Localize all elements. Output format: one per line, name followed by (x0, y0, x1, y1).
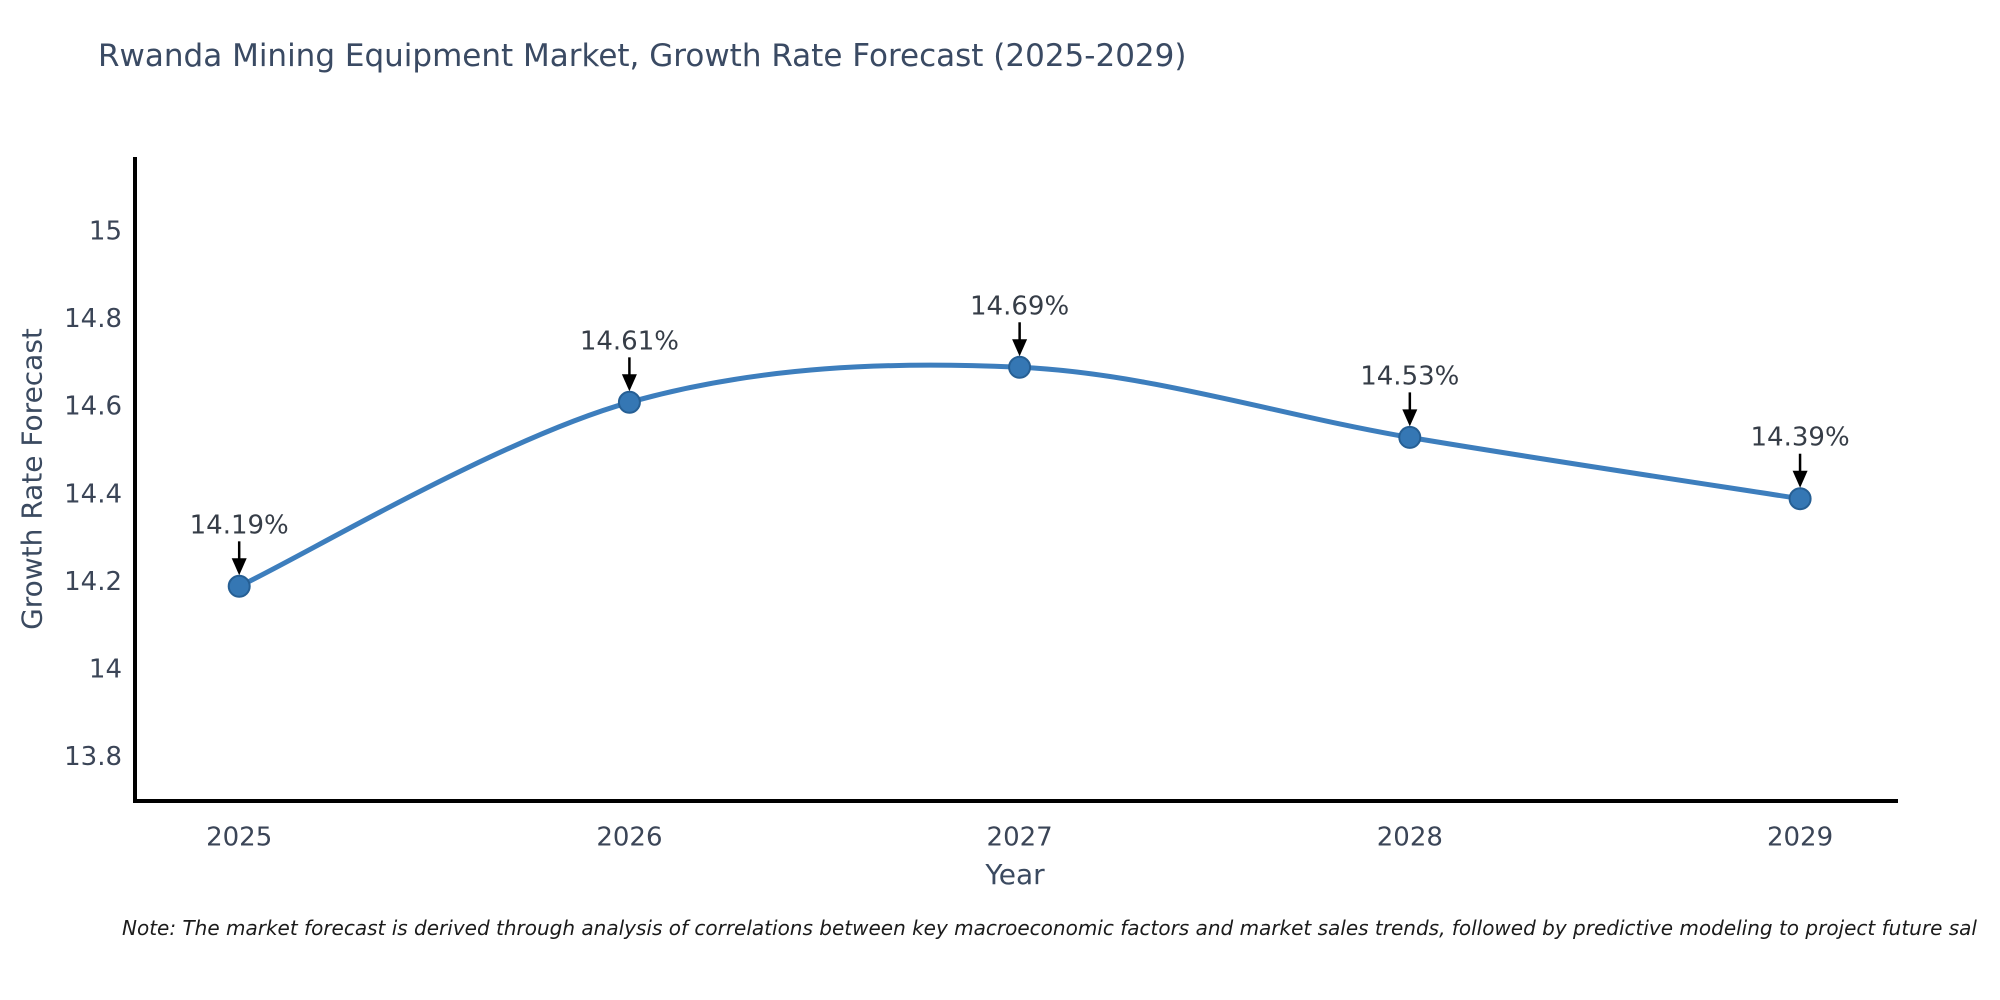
y-tick-label: 14.4 (64, 479, 122, 509)
point-annotation-label: 14.53% (1360, 361, 1459, 391)
y-tick-label: 15 (89, 216, 122, 246)
data-point-marker (1788, 487, 1812, 511)
y-tick-label: 14 (89, 655, 122, 685)
y-tick-label: 14.8 (64, 304, 122, 334)
annotation-arrow-head (231, 558, 247, 576)
x-tick-label: 2028 (1377, 822, 1443, 852)
x-tick-label: 2029 (1767, 822, 1833, 852)
chart-title: Rwanda Mining Equipment Market, Growth R… (98, 38, 1187, 74)
data-point-marker (617, 390, 641, 414)
footnote: Note: The market forecast is derived thr… (122, 916, 1977, 940)
annotation-arrow-head (1792, 470, 1808, 488)
x-tick-label: 2025 (206, 822, 272, 852)
y-tick-label: 13.8 (64, 742, 122, 772)
data-point-marker (1008, 355, 1032, 379)
point-annotation-label: 14.39% (1751, 423, 1850, 453)
y-tick-label: 14.2 (64, 567, 122, 597)
x-tick-label: 2026 (596, 822, 662, 852)
annotation-arrow-head (1402, 409, 1418, 427)
point-annotation-label: 14.61% (580, 326, 679, 356)
data-point-marker (227, 574, 251, 598)
point-annotation-label: 14.69% (970, 291, 1069, 321)
annotation-arrow-head (621, 374, 637, 392)
annotation-arrow-head (1012, 339, 1028, 357)
data-point-marker (1398, 425, 1422, 449)
x-axis-title: Year (985, 858, 1045, 891)
y-tick-label: 14.6 (64, 392, 122, 422)
point-annotation-label: 14.19% (190, 510, 289, 540)
x-tick-label: 2027 (987, 822, 1053, 852)
forecast-line (236, 362, 1803, 589)
